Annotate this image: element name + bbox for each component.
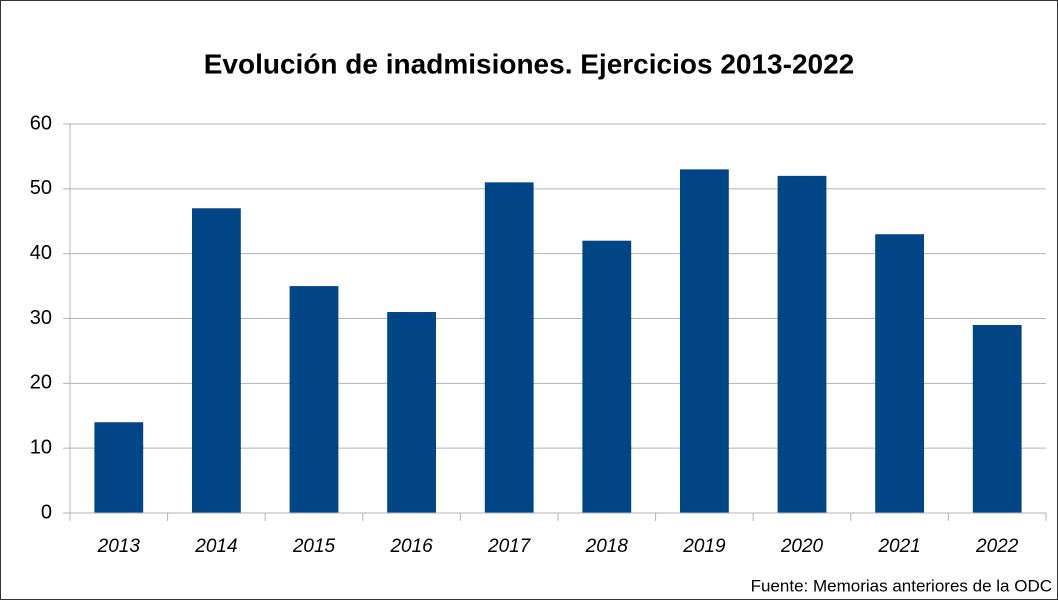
x-tick-label: 2015 bbox=[292, 536, 336, 557]
x-tick-label: 2016 bbox=[389, 536, 433, 557]
bar bbox=[484, 182, 534, 513]
x-tick-label: 2017 bbox=[487, 536, 532, 557]
y-tick-label: 10 bbox=[30, 436, 52, 458]
bar bbox=[582, 240, 632, 513]
x-tick-label: 2018 bbox=[585, 536, 629, 557]
y-tick-label: 20 bbox=[30, 372, 52, 394]
bar bbox=[875, 234, 924, 513]
bar bbox=[192, 208, 241, 514]
bar bbox=[289, 286, 339, 513]
x-tick-label: 2021 bbox=[877, 536, 920, 557]
bar bbox=[777, 175, 827, 513]
x-tick-label: 2020 bbox=[780, 536, 824, 557]
source-note: Fuente: Memorias anteriores de la ODC bbox=[751, 576, 1052, 595]
x-tick-label: 2019 bbox=[682, 536, 726, 557]
y-tick-label: 0 bbox=[41, 501, 52, 523]
x-tick-label: 2022 bbox=[975, 536, 1019, 557]
y-tick-label: 50 bbox=[30, 177, 52, 199]
y-tick-label: 40 bbox=[30, 242, 52, 264]
bar bbox=[972, 324, 1022, 513]
y-tick-label: 30 bbox=[30, 307, 52, 329]
x-tick-label: 2013 bbox=[97, 536, 141, 557]
x-tick-label: 2014 bbox=[194, 536, 237, 557]
bar bbox=[94, 422, 144, 513]
y-tick-label: 60 bbox=[30, 112, 52, 134]
chart-title: Evolución de inadmisiones. Ejercicios 20… bbox=[204, 48, 855, 79]
bar bbox=[680, 169, 729, 513]
bar bbox=[387, 312, 436, 513]
